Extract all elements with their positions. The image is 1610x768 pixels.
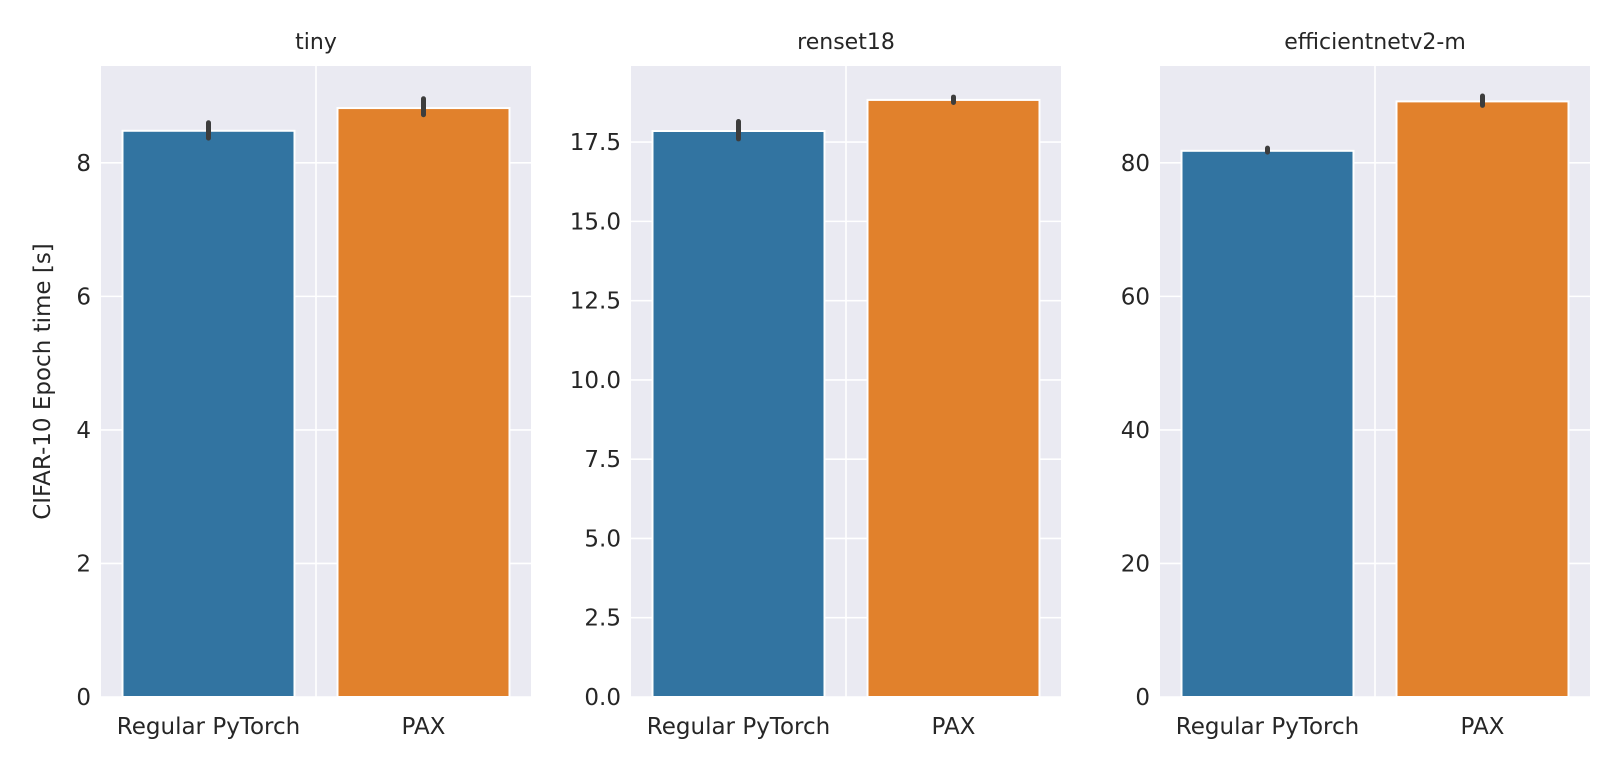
- y-tick-label: 0: [1135, 685, 1150, 711]
- bar-pax: [866, 98, 1041, 698]
- x-tick-label: PAX: [1461, 714, 1505, 740]
- chart-title: renset18: [797, 30, 895, 55]
- y-tick-label: 6: [76, 284, 91, 310]
- x-tick-label: Regular PyTorch: [117, 714, 300, 740]
- x-tick-label: PAX: [402, 714, 446, 740]
- y-tick-label: 80: [1121, 151, 1150, 177]
- x-tick-label: PAX: [932, 714, 976, 740]
- y-axis-label: CIFAR-10 Epoch time [s]: [30, 243, 56, 520]
- y-tick-label: 8: [76, 151, 91, 177]
- bar-pax: [336, 107, 511, 699]
- y-tick-label: 0: [76, 685, 91, 711]
- bar-regular-pytorch: [121, 129, 296, 699]
- y-tick-label: 15.0: [570, 209, 621, 235]
- y-tick-label: 2.5: [584, 606, 621, 632]
- x-tick-label: Regular PyTorch: [1176, 714, 1359, 740]
- y-tick-label: 12.5: [570, 289, 621, 315]
- x-tick-label: Regular PyTorch: [647, 714, 830, 740]
- y-tick-label: 60: [1121, 284, 1150, 310]
- y-tick-label: 7.5: [584, 447, 621, 473]
- y-tick-label: 0.0: [584, 685, 621, 711]
- bar-pax: [1395, 100, 1570, 699]
- chart-title: tiny: [295, 30, 337, 55]
- chart-panel-0: 0 2 4 6 8 Regular PyTorch PAX tiny CIFAR-10 Epoc…: [30, 30, 531, 740]
- y-tick-label: 5.0: [584, 526, 621, 552]
- bar-regular-pytorch: [1180, 149, 1355, 698]
- bar-regular-pytorch: [651, 130, 826, 699]
- chart-panel-1: 0.0 2.5 5.0 7.5 10.0 12.5 15.0 17.5 Regular PyTo…: [570, 30, 1061, 740]
- chart-title: efficientnetv2-m: [1284, 30, 1466, 55]
- y-tick-label: 4: [76, 418, 91, 444]
- chart-panel-2: 0 20 40 60 80 Regular PyTorch PAX efficientnetv…: [1121, 30, 1590, 740]
- y-tick-label: 17.5: [570, 130, 621, 156]
- y-tick-label: 2: [76, 551, 91, 577]
- y-tick-label: 10.0: [570, 368, 621, 394]
- y-tick-label: 40: [1121, 418, 1150, 444]
- y-tick-label: 20: [1121, 551, 1150, 577]
